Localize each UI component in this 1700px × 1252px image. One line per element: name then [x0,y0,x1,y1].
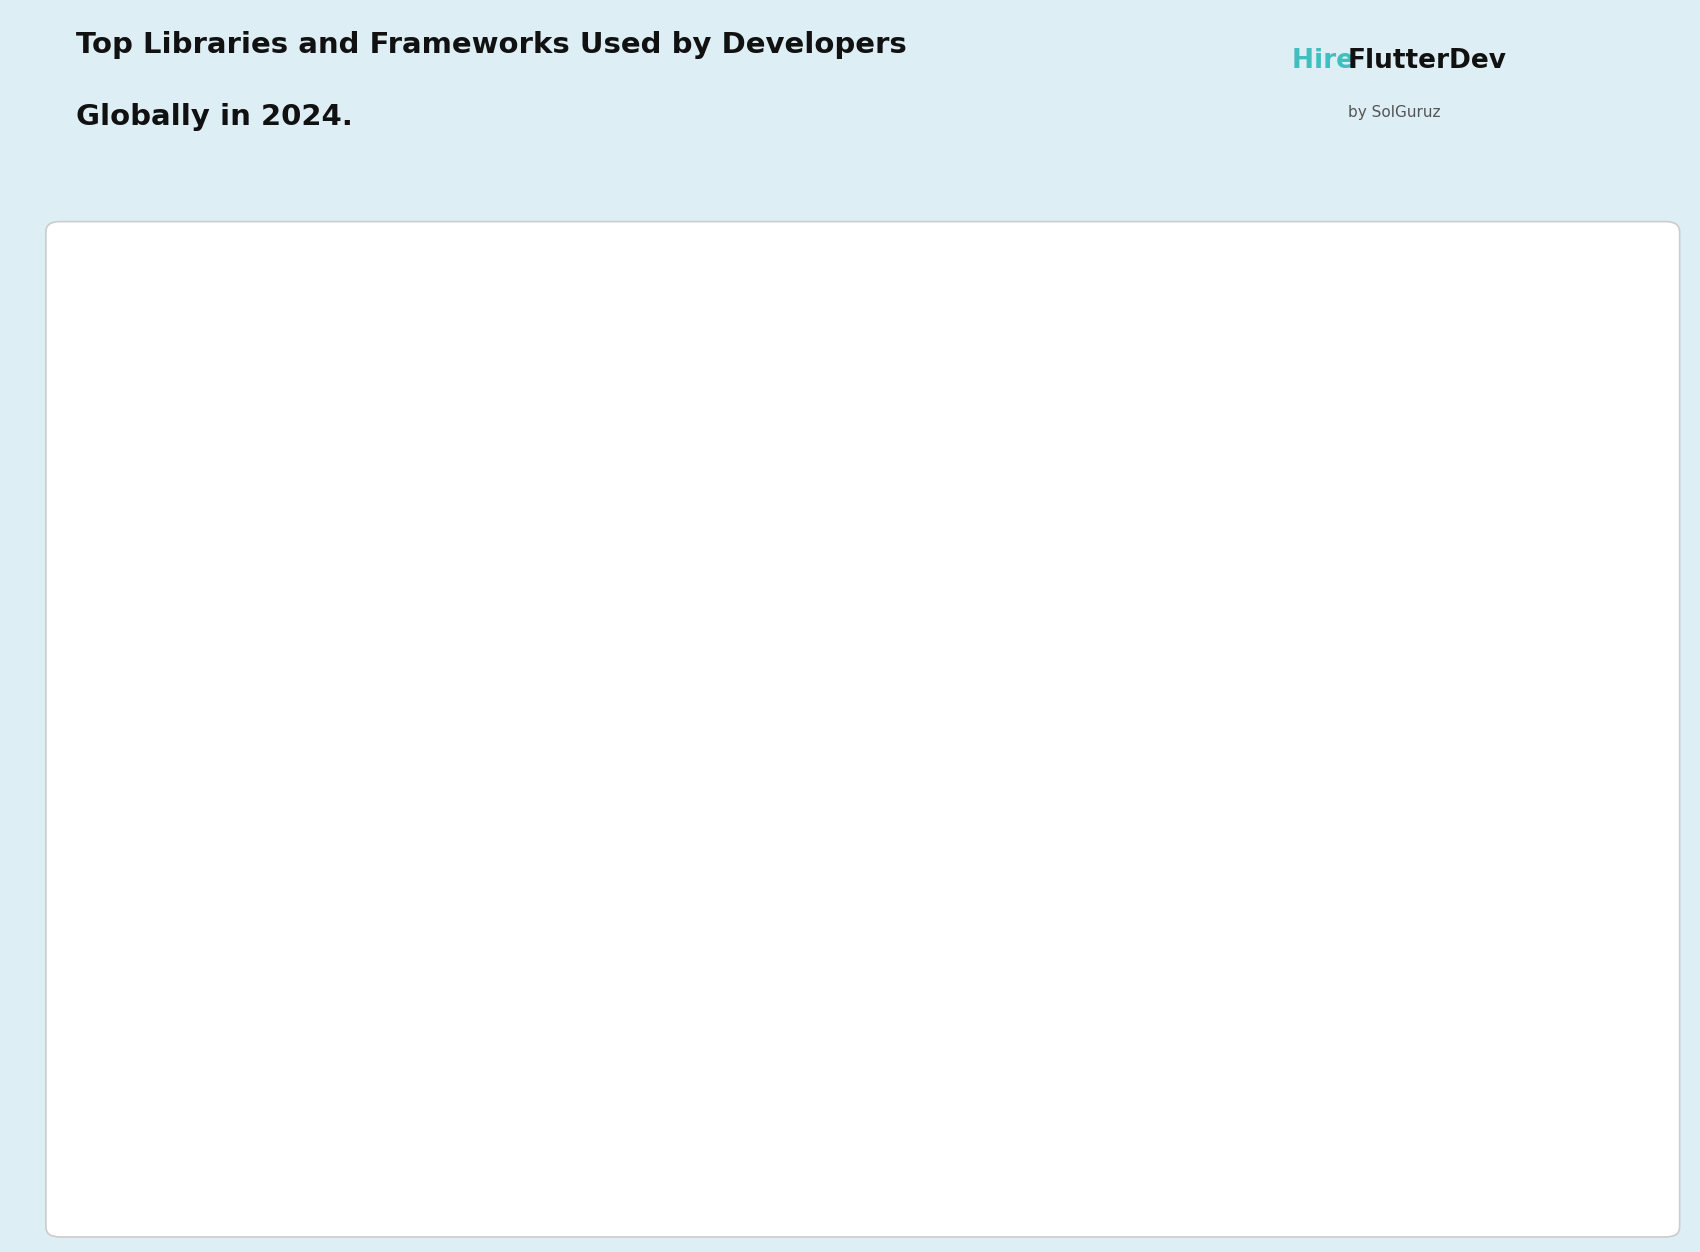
Text: 9.4%: 9.4% [745,1008,789,1025]
Bar [323,1138,690,1182]
Text: Hire: Hire [1292,48,1363,74]
Text: 21.2%: 21.2% [1261,362,1316,379]
Bar [323,550,1547,622]
Text: 25.2%: 25.2% [1435,289,1491,308]
Bar [323,478,1547,550]
Bar [323,850,765,895]
Bar [323,707,787,751]
Bar [323,421,1227,464]
Bar [323,277,1425,321]
Bar [323,1124,1547,1196]
Bar [323,779,787,824]
Bar [323,836,1547,909]
Bar [323,980,1547,1052]
Text: 11.1%: 11.1% [819,577,874,595]
Bar [323,1052,1547,1124]
Bar [323,563,808,608]
Bar [323,407,1547,478]
Bar [323,694,1547,765]
Bar [323,1065,699,1111]
Text: 8.4%: 8.4% [700,1151,745,1169]
Text: FlutterDev: FlutterDev [1348,48,1508,74]
Bar [323,622,1547,694]
Bar [323,263,1547,334]
Bar [323,635,799,680]
Bar [323,994,734,1038]
Text: 20.7%: 20.7% [1239,433,1294,451]
Bar [323,923,734,967]
Text: 10.6%: 10.6% [797,793,852,810]
Bar [323,334,1547,407]
Text: Globally in 2024.: Globally in 2024. [76,103,354,130]
Bar [323,348,1250,393]
Bar [323,492,1040,536]
Bar [323,909,1547,980]
Text: Top Libraries and Frameworks Used by Developers: Top Libraries and Frameworks Used by Dev… [76,31,908,59]
Text: 16.4%: 16.4% [1051,505,1107,523]
Text: 10.6%: 10.6% [797,720,852,739]
Text: 10.1%: 10.1% [775,864,831,881]
Text: by SolGuruz: by SolGuruz [1348,105,1440,120]
Text: 8.6%: 8.6% [711,1079,755,1097]
Text: 9.4%: 9.4% [745,935,789,954]
Bar [323,765,1547,836]
Text: 10.9%: 10.9% [811,649,865,666]
